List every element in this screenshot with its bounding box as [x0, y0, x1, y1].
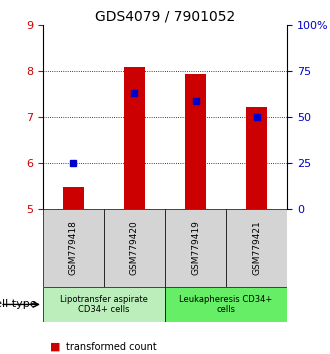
Text: ■: ■	[50, 342, 60, 352]
Text: cell type: cell type	[0, 299, 36, 309]
Bar	[104, 209, 165, 287]
Bar	[124, 67, 145, 209]
Title: GDS4079 / 7901052: GDS4079 / 7901052	[95, 10, 235, 24]
Bar	[43, 287, 165, 322]
Bar	[226, 209, 287, 287]
Text: GSM779421: GSM779421	[252, 221, 261, 275]
Bar	[63, 187, 84, 209]
Bar	[185, 74, 206, 209]
Text: GSM779418: GSM779418	[69, 220, 78, 275]
Bar	[165, 209, 226, 287]
Bar	[246, 107, 267, 209]
Bar	[165, 287, 287, 322]
Text: GSM779420: GSM779420	[130, 221, 139, 275]
Bar	[43, 209, 104, 287]
Text: Lipotransfer aspirate
CD34+ cells: Lipotransfer aspirate CD34+ cells	[60, 295, 148, 314]
Text: GSM779419: GSM779419	[191, 220, 200, 275]
Text: transformed count: transformed count	[66, 342, 157, 352]
Text: Leukapheresis CD34+
cells: Leukapheresis CD34+ cells	[180, 295, 273, 314]
